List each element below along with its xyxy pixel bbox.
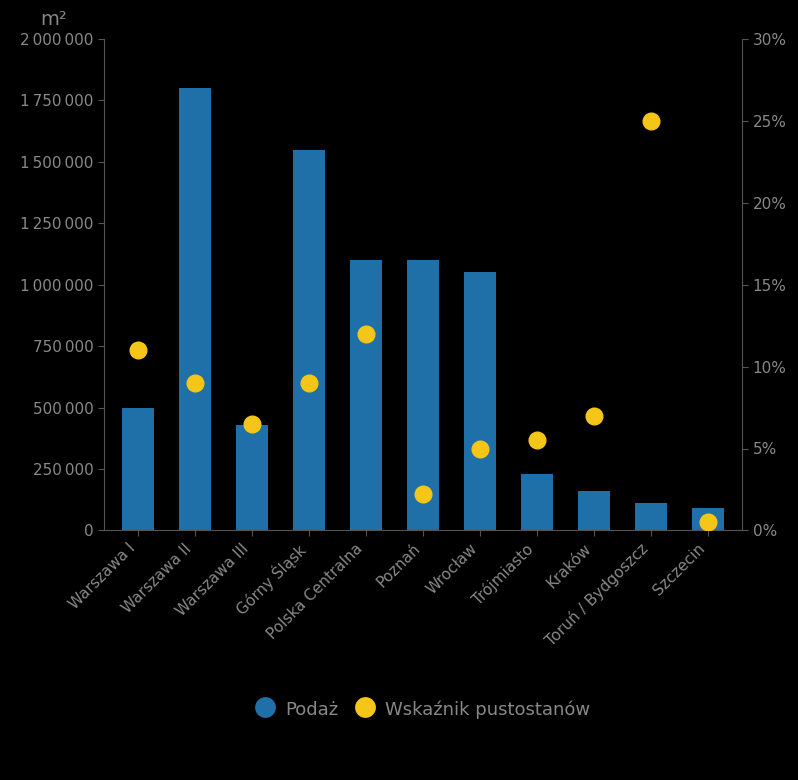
- Bar: [293, 150, 325, 530]
- Bar: [635, 503, 666, 530]
- Bar: [180, 88, 211, 530]
- Bar: [407, 261, 439, 530]
- Legend: Podaż, Wskaźnik pustostanów: Podaż, Wskaźnik pustostanów: [249, 691, 597, 728]
- Text: m²: m²: [40, 10, 67, 29]
- Bar: [692, 509, 724, 530]
- Bar: [579, 491, 610, 530]
- Bar: [521, 474, 552, 530]
- Bar: [464, 272, 496, 530]
- Bar: [350, 261, 381, 530]
- Bar: [122, 407, 153, 530]
- Bar: [236, 425, 267, 530]
